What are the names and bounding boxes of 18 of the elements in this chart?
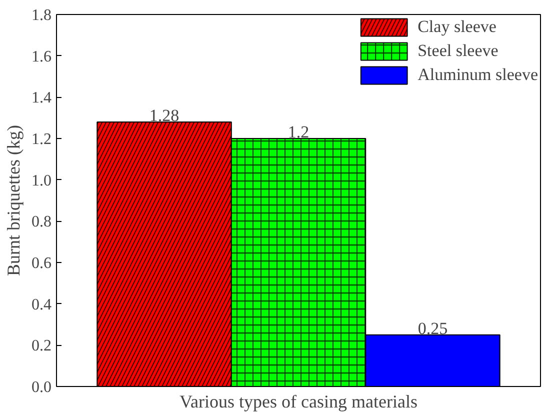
y-tick-label: 1.2 [32, 131, 52, 148]
legend-label: Clay sleeve [418, 17, 496, 37]
data-label: 0.25 [418, 318, 448, 338]
y-tick-label: 0.8 [32, 214, 52, 231]
data-label: 1.28 [149, 106, 180, 125]
y-tick-label: 0.4 [32, 296, 52, 314]
y-tick-label: 1.0 [32, 172, 52, 190]
x-axis-title: Various types of casing materials [180, 392, 418, 412]
y-tick-label: 0.6 [32, 255, 52, 272]
legend-label: Aluminum sleeve [418, 65, 538, 85]
data-label: 1.2 [288, 122, 310, 142]
y-tick-label: 1.6 [32, 48, 52, 66]
y-axis-title: Burnt briquettes (kg) [4, 125, 24, 276]
y-tick-label: 0.2 [32, 338, 52, 355]
y-tick-label: 0.0 [32, 379, 52, 396]
y-tick-label: 1.8 [32, 7, 52, 24]
legend-label: Steel sleeve [418, 41, 498, 61]
y-tick-label: 1.4 [32, 90, 52, 107]
